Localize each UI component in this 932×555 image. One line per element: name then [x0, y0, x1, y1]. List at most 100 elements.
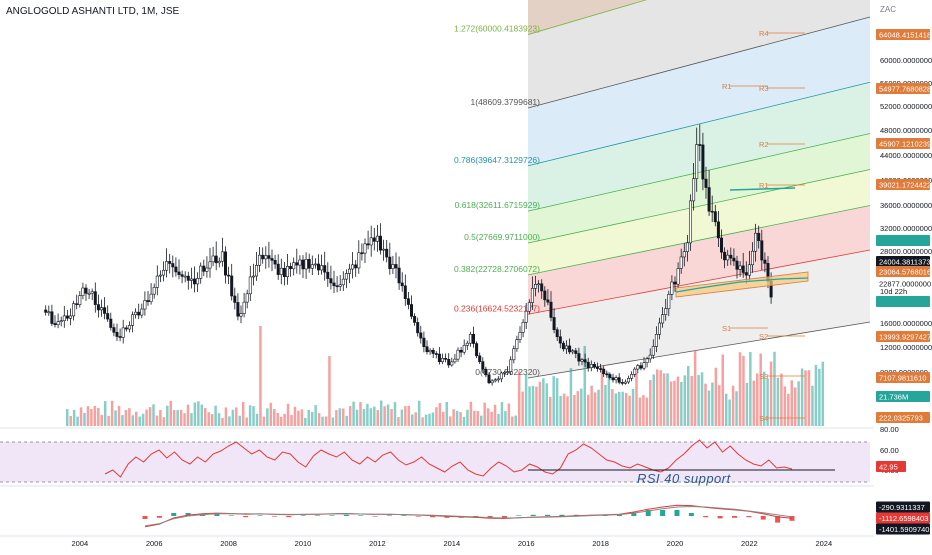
volume-bar [342, 408, 345, 426]
chart-title: ANGLOGOLD ASHANTI LTD, 1M, JSE [6, 6, 180, 17]
candle-body [366, 243, 370, 246]
candle-body [704, 178, 708, 188]
candle-body [236, 302, 240, 317]
volume-bar [500, 402, 504, 426]
volume-bar [314, 405, 317, 426]
candle-body [571, 350, 575, 353]
candle-body [298, 259, 302, 266]
pivot-label-R1: R1 [759, 181, 769, 190]
candle-body [270, 258, 274, 261]
candle-body [738, 265, 742, 270]
candle-body [171, 263, 175, 268]
volume-bar [304, 417, 307, 426]
candle-body [202, 265, 206, 272]
candle-body [698, 144, 702, 146]
price-tick-label: 48000.0000000 [880, 126, 932, 135]
volume-bar [279, 416, 283, 426]
macd-histogram-bar [315, 515, 321, 516]
candle-body [757, 232, 761, 242]
volume-bar [486, 408, 490, 426]
fib-label-1: 1.272(60000.4183923) [454, 24, 540, 34]
macd-histogram-bar [775, 516, 781, 523]
volume-bar [152, 404, 155, 426]
candle-body [193, 278, 197, 285]
candle-body [121, 327, 125, 338]
fib-line-3 [527, 81, 871, 167]
candle-body [406, 298, 410, 305]
volume-bar [811, 385, 814, 426]
candle-body [72, 303, 76, 317]
fib-line-1 [527, 0, 648, 35]
candle-body [258, 254, 262, 266]
candle-body [227, 274, 231, 277]
price-badge-bg [876, 331, 930, 342]
candle-body [134, 311, 138, 316]
volume-bar [366, 403, 369, 426]
price-badge-bg [876, 266, 930, 277]
candle-body [664, 308, 668, 315]
candle-body [378, 235, 382, 251]
volume-bar [576, 391, 580, 426]
candle-body [760, 240, 764, 261]
candle-body [453, 358, 457, 363]
candle-body [335, 285, 339, 288]
pivot-label-S3: S3 [759, 372, 768, 381]
candle-body [329, 278, 333, 284]
candle-body [78, 295, 82, 305]
candle-body [543, 290, 547, 301]
price-badge-bg [876, 412, 930, 423]
macd-histogram-bar [516, 515, 522, 516]
price-tick-label: 16000.0000000 [880, 319, 932, 328]
candle-body [676, 268, 680, 285]
volume-bar [72, 410, 76, 426]
volume-bar [283, 413, 286, 426]
volume-bar [742, 355, 745, 426]
volume-bar [793, 387, 797, 426]
rsi-line [104, 439, 793, 478]
macd-histogram-bar [789, 516, 795, 521]
candle-body [481, 361, 485, 370]
candle-body [177, 271, 181, 275]
candle-body [183, 275, 187, 278]
volume-bar [338, 408, 342, 426]
macd-histogram-bar [487, 516, 493, 518]
volume-bar [559, 395, 562, 426]
candle-body [502, 372, 506, 374]
macd-histogram-bar [185, 513, 191, 516]
volume-bar [348, 406, 352, 426]
volume-bar [631, 388, 635, 426]
fib-label-6: 0.382(22728.2706072) [454, 264, 540, 274]
volume-bar [531, 385, 535, 426]
candle-body [716, 221, 720, 239]
candle-body [313, 263, 317, 266]
candle-body [301, 259, 305, 270]
macd-histogram-bar [257, 515, 263, 516]
candle-body [679, 256, 683, 269]
volume-bar [155, 415, 159, 426]
volume-bar [580, 388, 583, 426]
candle-body [614, 377, 618, 381]
candle-body [397, 267, 401, 284]
candle-body [230, 275, 234, 297]
volume-bar [638, 397, 642, 426]
resistance-line [729, 187, 796, 191]
volume-bar [511, 416, 514, 426]
macd-histogram-bar [300, 515, 306, 516]
rsi-tick-label: 80.00 [880, 425, 899, 434]
candle-body [589, 364, 593, 368]
volume-bar [600, 366, 604, 426]
price-tick-label: 36000.0000000 [880, 201, 932, 210]
volume-bar [224, 407, 228, 426]
volume-bar [566, 396, 569, 426]
volume-bar [76, 416, 79, 426]
volume-bar [749, 352, 752, 426]
volume-bar [752, 380, 756, 426]
price-tick-label: 32000.0000000 [880, 224, 932, 233]
candle-body [382, 248, 386, 251]
price-badge-bg [876, 138, 930, 149]
volume-bar [269, 402, 273, 426]
volume-bar [293, 406, 297, 426]
candle-body [586, 361, 590, 368]
